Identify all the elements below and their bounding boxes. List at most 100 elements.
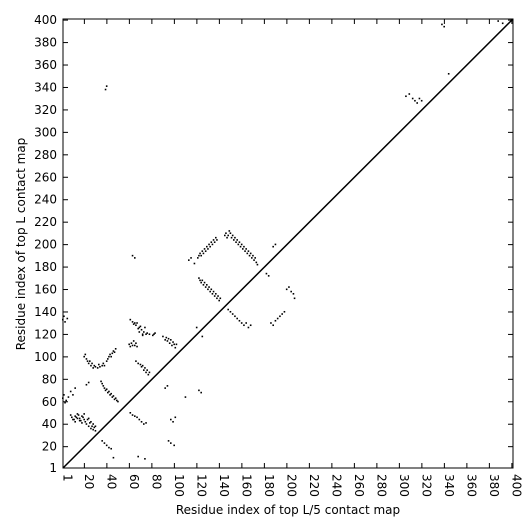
y-tick-label: 340 bbox=[34, 80, 57, 94]
x-tick-label: 340 bbox=[442, 474, 456, 497]
contact-point bbox=[210, 241, 213, 243]
contact-point bbox=[78, 417, 81, 420]
diagonal-line bbox=[62, 18, 514, 469]
contact-point bbox=[87, 362, 90, 365]
contact-point bbox=[201, 279, 204, 282]
contact-point bbox=[137, 455, 139, 458]
contact-point bbox=[136, 322, 138, 324]
contact-point bbox=[184, 396, 187, 398]
contact-point bbox=[215, 236, 217, 239]
contact-point bbox=[81, 415, 83, 417]
contact-point bbox=[267, 275, 270, 277]
contact-point bbox=[105, 444, 108, 447]
contact-point bbox=[236, 239, 238, 241]
contact-point bbox=[145, 422, 147, 424]
contact-point bbox=[137, 327, 139, 330]
contact-point bbox=[87, 381, 90, 384]
contact-point bbox=[248, 254, 251, 257]
contact-point bbox=[416, 102, 418, 104]
y-tick-label: 160 bbox=[34, 283, 57, 297]
contact-point bbox=[167, 337, 170, 340]
contact-point bbox=[229, 232, 232, 234]
contact-point bbox=[140, 420, 143, 423]
contact-point bbox=[96, 367, 99, 369]
contact-point bbox=[197, 257, 199, 259]
contact-point bbox=[224, 234, 226, 237]
contact-point bbox=[113, 351, 116, 353]
contact-point bbox=[405, 95, 407, 98]
contact-point bbox=[147, 373, 150, 376]
contact-point bbox=[420, 99, 423, 102]
contact-point bbox=[143, 369, 145, 371]
contact-point bbox=[101, 364, 103, 367]
contact-point bbox=[193, 262, 196, 265]
contact-point bbox=[414, 99, 416, 102]
x-tick-label: 240 bbox=[329, 474, 343, 497]
contact-point bbox=[228, 230, 231, 232]
contact-point bbox=[104, 88, 107, 91]
contact-point bbox=[200, 281, 202, 284]
contact-point bbox=[227, 308, 229, 311]
x-axis-ticks: 1 20 40 60 80 100 120 140 160 180 200 220 240 260 280 3… bbox=[61, 19, 523, 497]
contact-point bbox=[144, 458, 146, 460]
contact-points bbox=[62, 20, 504, 460]
contact-point bbox=[64, 401, 66, 404]
contact-point bbox=[206, 284, 208, 286]
contact-point bbox=[134, 322, 136, 324]
contact-point bbox=[132, 340, 135, 342]
contact-point bbox=[91, 425, 93, 428]
contact-point bbox=[110, 392, 112, 395]
contact-point bbox=[94, 425, 97, 428]
contact-point bbox=[200, 254, 202, 257]
contact-point bbox=[148, 333, 151, 336]
contact-point bbox=[72, 394, 74, 396]
contact-point bbox=[238, 319, 241, 322]
contact-point bbox=[128, 343, 130, 346]
contact-point bbox=[501, 22, 504, 25]
contact-point bbox=[108, 390, 110, 393]
contact-point bbox=[76, 413, 79, 415]
contact-point bbox=[107, 391, 109, 394]
contact-point bbox=[94, 429, 97, 432]
contact-point bbox=[251, 257, 253, 259]
contact-point bbox=[116, 399, 118, 402]
contact-point bbox=[90, 420, 92, 423]
contact-point bbox=[292, 293, 295, 295]
y-tick-label: 80 bbox=[42, 372, 57, 386]
contact-point bbox=[75, 416, 78, 419]
contact-point bbox=[243, 245, 245, 248]
contact-point bbox=[245, 248, 247, 250]
contact-point bbox=[87, 425, 90, 428]
contact-point bbox=[138, 418, 141, 421]
contact-point bbox=[253, 259, 255, 261]
contact-point bbox=[84, 420, 87, 423]
y-tick-label: 60 bbox=[42, 395, 57, 409]
contact-point bbox=[129, 412, 132, 414]
contact-point bbox=[83, 355, 85, 358]
contact-point bbox=[243, 324, 245, 327]
contact-point bbox=[138, 326, 141, 329]
contact-point bbox=[94, 365, 97, 368]
contact-point bbox=[82, 416, 84, 419]
contact-point bbox=[198, 254, 200, 257]
contact-point bbox=[443, 25, 445, 28]
contact-point bbox=[218, 299, 220, 302]
contact-point bbox=[129, 345, 132, 348]
contact-point bbox=[62, 397, 64, 399]
contact-point bbox=[141, 364, 144, 367]
contact-point bbox=[210, 288, 213, 291]
contact-point bbox=[102, 385, 105, 387]
contact-point bbox=[134, 257, 136, 259]
contact-point bbox=[148, 371, 151, 374]
contact-point bbox=[274, 319, 277, 322]
contact-point bbox=[143, 423, 145, 425]
contact-point bbox=[136, 416, 138, 419]
contact-point bbox=[113, 398, 116, 401]
contact-point bbox=[67, 396, 70, 398]
contact-point bbox=[166, 340, 169, 342]
contact-point bbox=[139, 325, 142, 328]
contact-point bbox=[77, 414, 80, 416]
contact-point bbox=[66, 317, 69, 320]
contact-point bbox=[211, 293, 214, 295]
